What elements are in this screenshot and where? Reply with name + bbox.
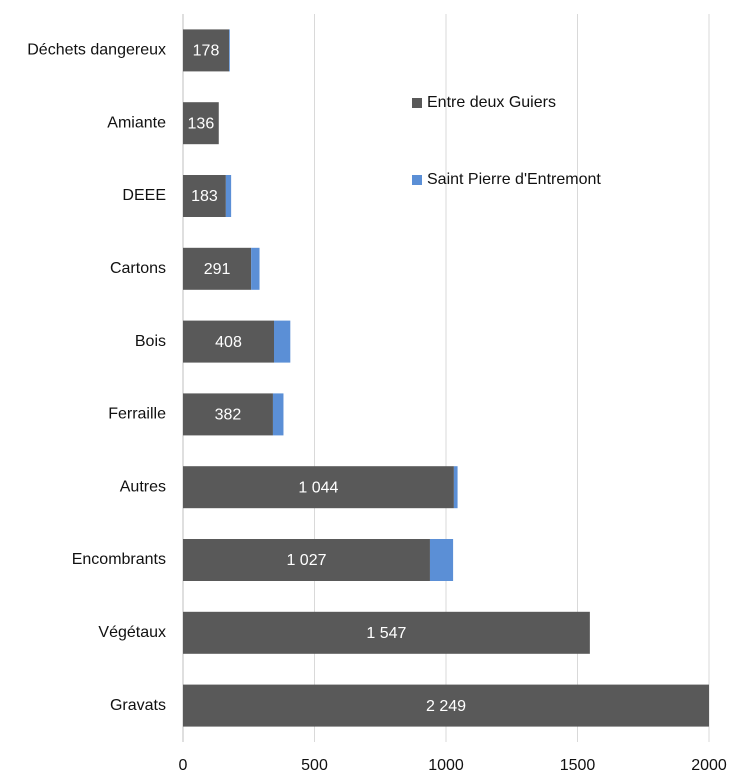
bar-segment	[183, 393, 273, 436]
data-label: 291	[204, 261, 231, 278]
bar-segment	[183, 684, 709, 727]
bar-segment	[183, 175, 226, 217]
x-tick-label: 500	[301, 757, 328, 774]
data-label: 1 547	[366, 625, 406, 642]
legend-label: Saint Pierre d'Entremont	[427, 171, 601, 188]
y-tick-label: Amiante	[107, 114, 166, 131]
y-tick-label: Autres	[120, 478, 166, 495]
bar-segment	[251, 247, 260, 290]
legend-label: Entre deux Guiers	[427, 94, 556, 111]
y-tick-label: Cartons	[110, 260, 166, 277]
x-tick-label: 2000	[691, 757, 727, 774]
x-tick-label: 1500	[560, 757, 596, 774]
bar-segment	[183, 320, 274, 363]
bar-segment	[183, 247, 252, 290]
bar-segment	[183, 102, 219, 145]
x-tick-label: 0	[179, 757, 188, 774]
data-label: 382	[215, 407, 242, 424]
y-tick-label: Végétaux	[98, 624, 166, 641]
bar-segment	[453, 466, 458, 509]
bar-segment	[183, 611, 590, 654]
bar-segment	[229, 29, 230, 72]
y-tick-label: Gravats	[110, 697, 166, 714]
bar-segment	[272, 393, 284, 436]
y-tick-label: Ferraille	[108, 406, 166, 423]
legend-swatch	[412, 98, 422, 108]
bar-segment	[183, 539, 430, 581]
bar-segment	[183, 29, 230, 72]
y-tick-label: Déchets dangereux	[27, 42, 166, 59]
bars	[183, 29, 709, 727]
data-label: 183	[191, 188, 218, 205]
y-tick-label: Encombrants	[72, 551, 166, 568]
x-tick-label: 1000	[428, 757, 464, 774]
data-label: 136	[188, 115, 215, 132]
y-tick-label: Bois	[135, 333, 166, 350]
legend-swatch	[412, 175, 422, 185]
data-label: 1 044	[298, 479, 338, 496]
data-label: 178	[193, 43, 220, 60]
bar-segment	[225, 175, 232, 217]
data-label: 2 249	[426, 698, 466, 715]
bar-segment	[183, 466, 454, 509]
data-label: 1 027	[286, 552, 326, 569]
y-tick-label: DEEE	[122, 187, 166, 204]
bar-segment	[273, 320, 291, 363]
bar-segment	[429, 539, 454, 581]
data-label: 408	[215, 334, 242, 351]
